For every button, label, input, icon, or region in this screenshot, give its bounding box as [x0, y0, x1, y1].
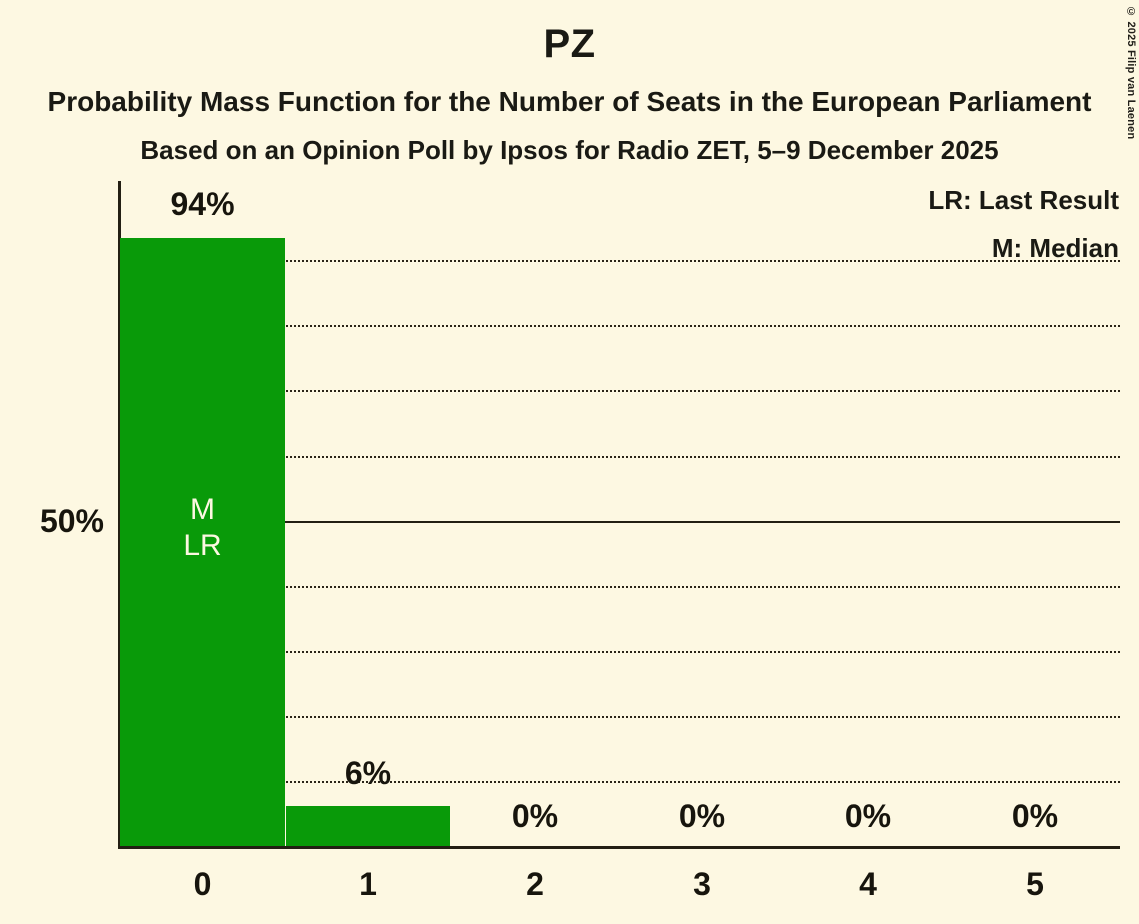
- bar-annotation-last-result: LR: [183, 529, 222, 562]
- bar-value-label-4: 0%: [844, 798, 892, 834]
- x-tick-3: 3: [693, 866, 711, 902]
- chart-subtitle: Probability Mass Function for the Number…: [47, 86, 1092, 117]
- y-axis-tick-label-50: 50%: [39, 503, 104, 539]
- gridline-90: [118, 260, 1120, 262]
- bar-1[interactable]: [286, 806, 450, 846]
- x-tick-0: 0: [193, 866, 212, 902]
- bar-value-label-0: 94%: [170, 186, 235, 222]
- x-axis-line: [118, 846, 1120, 849]
- bar-annotation-median: M: [190, 493, 215, 526]
- x-tick-1: 1: [359, 866, 377, 902]
- bar-value-label-1: 6%: [344, 755, 392, 791]
- x-tick-2: 2: [526, 866, 544, 902]
- gridline-80: [118, 325, 1120, 327]
- gridline-20: [118, 716, 1120, 718]
- page-title: PZ: [543, 22, 596, 66]
- legend-item-median: M: Median: [991, 233, 1119, 263]
- bar-0[interactable]: [120, 238, 285, 846]
- x-tick-4: 4: [859, 866, 877, 902]
- gridline-30: [118, 651, 1120, 653]
- gridline-40: [118, 586, 1120, 588]
- copyright-notice: © 2025 Filip van Laenen: [1125, 6, 1137, 140]
- gridline-10: [118, 781, 1120, 783]
- gridline-70: [118, 390, 1120, 392]
- chart-source-note: Based on an Opinion Poll by Ipsos for Ra…: [140, 135, 999, 165]
- gridline-60: [118, 456, 1120, 458]
- gridline-50-major: [118, 521, 1120, 523]
- bar-value-label-3: 0%: [678, 798, 726, 834]
- bar-value-label-5: 0%: [1011, 798, 1059, 834]
- y-axis-line: [118, 181, 121, 849]
- legend-item-last-result: LR: Last Result: [928, 185, 1119, 215]
- x-tick-5: 5: [1026, 866, 1044, 902]
- bar-value-label-2: 0%: [511, 798, 559, 834]
